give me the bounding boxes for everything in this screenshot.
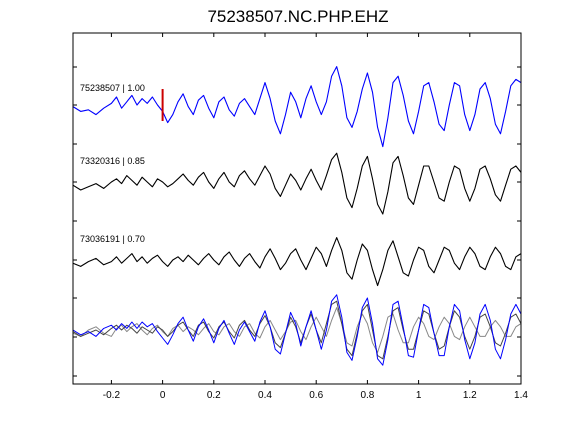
x-tick-label-4: 0.6: [309, 390, 323, 401]
trace-overlay-blue: [72, 294, 522, 366]
trace-73320316: [72, 152, 522, 215]
x-tick-label-8: 1.4: [514, 390, 528, 401]
trace-labels: 75238507 | 1.00 73320316 | 0.85 73036191 |…: [80, 83, 145, 244]
trace-label-3: 73036191 | 0.70: [80, 234, 145, 244]
x-tick-label-7: 1.2: [463, 390, 477, 401]
y-tick-marks: [73, 66, 521, 377]
x-tick-label-1: 0: [160, 390, 166, 401]
x-axis: -0.2 0 0.2 0.4 0.6 0.8 1 1.2 1.4: [103, 33, 528, 401]
trace-73036191: [72, 237, 522, 287]
trace-75238507: [72, 66, 522, 148]
trace-label-2: 73320316 | 0.85: [80, 156, 145, 166]
x-tick-label-3: 0.4: [258, 390, 272, 401]
plot-frame: [72, 32, 522, 385]
x-tick-label-2: 0.2: [207, 390, 221, 401]
x-tick-label-5: 0.8: [360, 390, 374, 401]
x-tick-label-0: -0.2: [103, 390, 121, 401]
chart-title: 75238507.NC.PHP.EHZ: [207, 7, 388, 26]
x-tick-label-6: 1: [416, 390, 422, 401]
trace-group: [72, 66, 522, 366]
trace-label-1: 75238507 | 1.00: [80, 83, 145, 93]
